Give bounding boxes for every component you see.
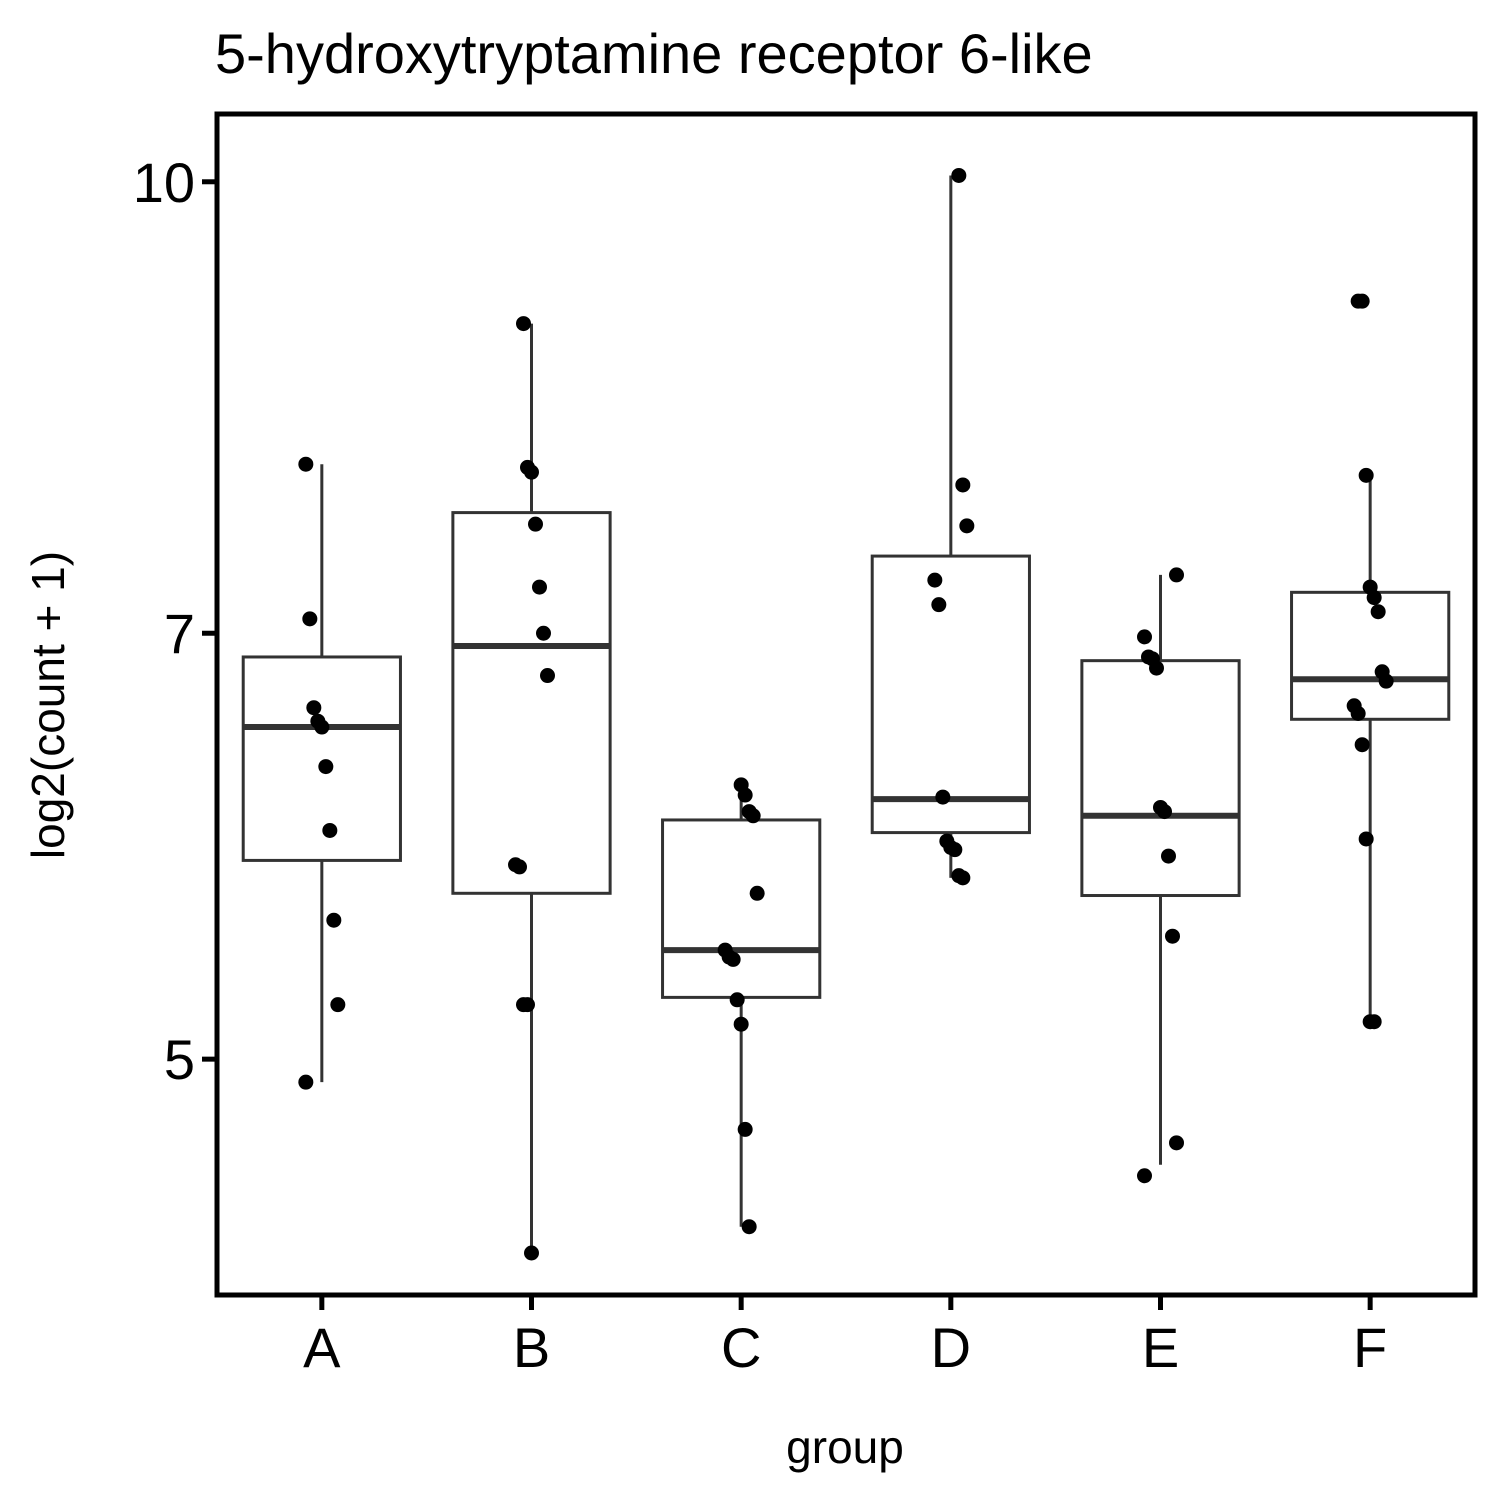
data-point-F <box>1358 831 1374 847</box>
x-tick-label: D <box>931 1316 971 1379</box>
data-point-B <box>536 625 551 641</box>
data-point-B <box>532 579 547 595</box>
box-iqr <box>1290 590 1451 721</box>
point-layer <box>298 167 1394 1261</box>
data-point-C <box>725 951 741 967</box>
data-point-D <box>955 477 971 493</box>
chart-title: 5-hydroxytryptamine receptor 6-like <box>215 22 1093 85</box>
data-point-E <box>1157 804 1172 820</box>
data-point-D <box>935 789 951 805</box>
data-point-F <box>1350 705 1366 721</box>
data-point-F <box>1378 673 1394 689</box>
data-point-E <box>1137 629 1152 645</box>
x-axis-label: group <box>786 1421 904 1473</box>
y-tick-label: 5 <box>164 1028 195 1091</box>
data-point-C <box>737 1121 753 1137</box>
data-point-F <box>1358 467 1374 483</box>
y-tick-label: 10 <box>133 151 195 214</box>
y-axis: 5 7 10 <box>133 151 217 1091</box>
box-B <box>451 323 612 1254</box>
data-point-A <box>302 611 318 627</box>
panel-border <box>214 111 1478 1298</box>
data-point-C <box>745 808 761 824</box>
data-point-B <box>524 1245 539 1261</box>
data-point-D <box>927 572 943 588</box>
data-point-C <box>733 1016 749 1032</box>
box-D <box>870 175 1031 878</box>
data-point-A <box>306 700 322 716</box>
box-E <box>1080 574 1241 1165</box>
data-point-F <box>1354 293 1370 309</box>
data-point-D <box>959 518 975 534</box>
data-point-C <box>729 992 745 1008</box>
data-point-C <box>737 787 753 803</box>
data-point-B <box>540 668 555 684</box>
plot-panel <box>214 111 1478 1298</box>
data-point-A <box>298 1074 314 1090</box>
box-layer <box>241 175 1451 1254</box>
data-point-F <box>1366 590 1382 606</box>
data-point-A <box>298 456 314 472</box>
data-point-B <box>524 464 539 480</box>
data-point-E <box>1161 848 1176 864</box>
data-point-F <box>1366 1014 1382 1030</box>
x-tick-label: B <box>513 1316 550 1379</box>
data-point-D <box>931 597 947 613</box>
box-iqr <box>1080 659 1241 898</box>
data-point-B <box>528 516 543 532</box>
x-tick-label: A <box>303 1316 341 1379</box>
x-tick-label: F <box>1353 1316 1387 1379</box>
data-point-D <box>951 167 967 183</box>
data-point-E <box>1169 567 1184 583</box>
x-tick-label: E <box>1142 1316 1179 1379</box>
data-point-C <box>749 885 765 901</box>
data-point-A <box>326 912 342 928</box>
data-point-A <box>330 997 346 1013</box>
box-iqr <box>451 511 612 895</box>
box-A <box>241 464 402 1083</box>
data-point-D <box>955 870 971 886</box>
data-point-D <box>947 842 963 858</box>
data-point-E <box>1137 1168 1152 1184</box>
box-iqr <box>241 655 402 862</box>
data-point-B <box>516 316 531 332</box>
data-point-F <box>1354 737 1370 753</box>
data-point-F <box>1370 604 1386 620</box>
data-point-C <box>741 1219 757 1235</box>
x-tick-label: C <box>721 1316 761 1379</box>
box-iqr <box>661 818 822 999</box>
data-point-A <box>322 822 338 838</box>
data-point-B <box>520 997 535 1013</box>
data-point-E <box>1165 928 1180 944</box>
box-F <box>1290 475 1451 1022</box>
data-point-E <box>1169 1135 1184 1151</box>
y-axis-label: log2(count + 1) <box>22 551 74 859</box>
y-tick-label: 7 <box>164 602 195 665</box>
data-point-A <box>314 719 330 735</box>
box-iqr <box>870 554 1031 835</box>
data-point-A <box>318 759 334 775</box>
x-axis: A B C D E F <box>303 1295 1387 1379</box>
data-point-E <box>1149 660 1164 676</box>
data-point-B <box>512 859 527 875</box>
